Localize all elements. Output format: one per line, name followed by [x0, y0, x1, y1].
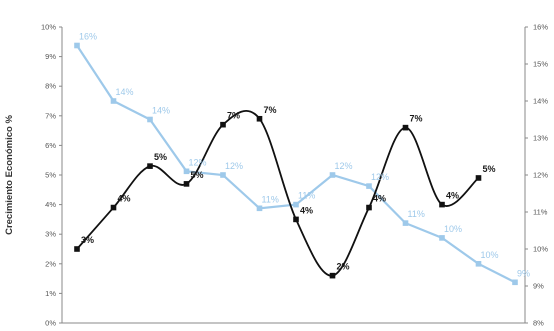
- point-marker-left-axis: [293, 216, 299, 223]
- left-axis-label: Crecimiento Económico %: [4, 115, 15, 235]
- data-label-right-axis: 11%: [262, 194, 279, 204]
- left-tick-label: 5%: [45, 171, 56, 180]
- point-marker-left-axis: [439, 201, 445, 208]
- point-marker-right-axis: [74, 42, 80, 49]
- left-tick-label: 1%: [45, 289, 56, 298]
- data-label-left-axis: 3%: [81, 235, 94, 245]
- right-tick-label: 15%: [533, 60, 548, 69]
- right-tick-label: 10%: [533, 245, 548, 254]
- data-label-right-axis: 12%: [371, 172, 389, 182]
- left-axis-ticks: 0% 1% 2% 3% 4% 5% 6% 7% 8% 9% 10%: [41, 23, 62, 328]
- right-tick-label: 8%: [533, 319, 544, 328]
- point-marker-right-axis: [512, 279, 518, 286]
- data-label-left-axis: 2%: [337, 262, 350, 272]
- right-tick-label: 9%: [533, 282, 544, 291]
- data-label-right-axis: 12%: [335, 161, 353, 171]
- left-tick-label: 0%: [45, 319, 56, 328]
- point-marker-right-axis: [293, 201, 299, 208]
- point-marker-right-axis: [256, 205, 263, 212]
- point-marker-right-axis: [147, 116, 153, 123]
- point-marker-right-axis: [220, 172, 226, 178]
- data-label-left-axis: 5%: [191, 170, 204, 180]
- data-label-right-axis: 14%: [152, 106, 170, 116]
- left-tick-label: 10%: [41, 23, 56, 32]
- point-marker-left-axis: [183, 181, 190, 187]
- left-tick-label: 8%: [45, 82, 56, 91]
- data-label-right-axis: 12%: [225, 161, 243, 171]
- right-tick-label: 11%: [533, 208, 548, 217]
- point-marker-left-axis: [147, 163, 153, 169]
- point-marker-left-axis: [402, 124, 409, 131]
- left-tick-label: 3%: [45, 230, 56, 239]
- data-label-left-axis: 5%: [154, 152, 167, 162]
- data-label-left-axis: 4%: [300, 205, 313, 215]
- data-label-left-axis: 4%: [118, 194, 131, 204]
- series-layer: [74, 42, 518, 286]
- data-label-right-axis: 11%: [408, 209, 425, 219]
- right-tick-label: 16%: [533, 23, 548, 32]
- right-tick-label: 12%: [533, 171, 548, 180]
- left-tick-label: 4%: [45, 200, 56, 209]
- point-marker-left-axis: [110, 204, 117, 211]
- left-tick-label: 7%: [45, 111, 56, 120]
- point-marker-left-axis: [329, 272, 336, 279]
- point-marker-right-axis: [329, 172, 336, 178]
- left-tick-label: 9%: [45, 52, 56, 61]
- data-label-right-axis: 12%: [189, 157, 207, 167]
- data-label-layer: 16% 14% 14% 12% 12% 11% 11% 12% 12% 11% 10% 10% 9% 3%…: [79, 32, 530, 279]
- data-label-left-axis: 7%: [227, 111, 240, 121]
- data-label-left-axis: 7%: [264, 105, 277, 115]
- point-marker-left-axis: [475, 175, 482, 181]
- data-label-right-axis: 9%: [517, 268, 530, 278]
- right-tick-label: 14%: [533, 97, 548, 106]
- data-label-right-axis: 11%: [298, 191, 315, 201]
- point-marker-right-axis: [183, 168, 190, 175]
- left-tick-label: 6%: [45, 141, 56, 150]
- point-marker-left-axis: [366, 204, 372, 211]
- chart-axes: [61, 27, 526, 324]
- left-tick-label: 2%: [45, 259, 56, 268]
- point-marker-right-axis: [366, 183, 372, 189]
- data-label-left-axis: 5%: [483, 164, 496, 174]
- data-label-right-axis: 10%: [444, 224, 462, 234]
- data-label-left-axis: 7%: [410, 114, 423, 124]
- data-label-left-axis: 4%: [373, 194, 386, 204]
- series-line-left-axis: [76, 109, 480, 277]
- right-tick-label: 13%: [533, 134, 548, 143]
- point-marker-left-axis: [256, 115, 263, 122]
- series-line-right-axis: [76, 44, 516, 284]
- point-marker-right-axis: [475, 261, 482, 267]
- right-axis-ticks: 8% 9% 10% 11% 12% 13% 14% 15% 16%: [525, 23, 548, 328]
- point-marker-left-axis: [74, 246, 80, 252]
- point-marker-right-axis: [402, 220, 409, 226]
- data-label-right-axis: 14%: [116, 87, 134, 97]
- point-marker-left-axis: [220, 121, 226, 128]
- data-label-right-axis: 10%: [481, 250, 499, 260]
- data-label-right-axis: 16%: [79, 32, 97, 42]
- point-marker-right-axis: [110, 98, 117, 104]
- point-marker-right-axis: [439, 235, 445, 241]
- data-label-left-axis: 4%: [446, 191, 459, 201]
